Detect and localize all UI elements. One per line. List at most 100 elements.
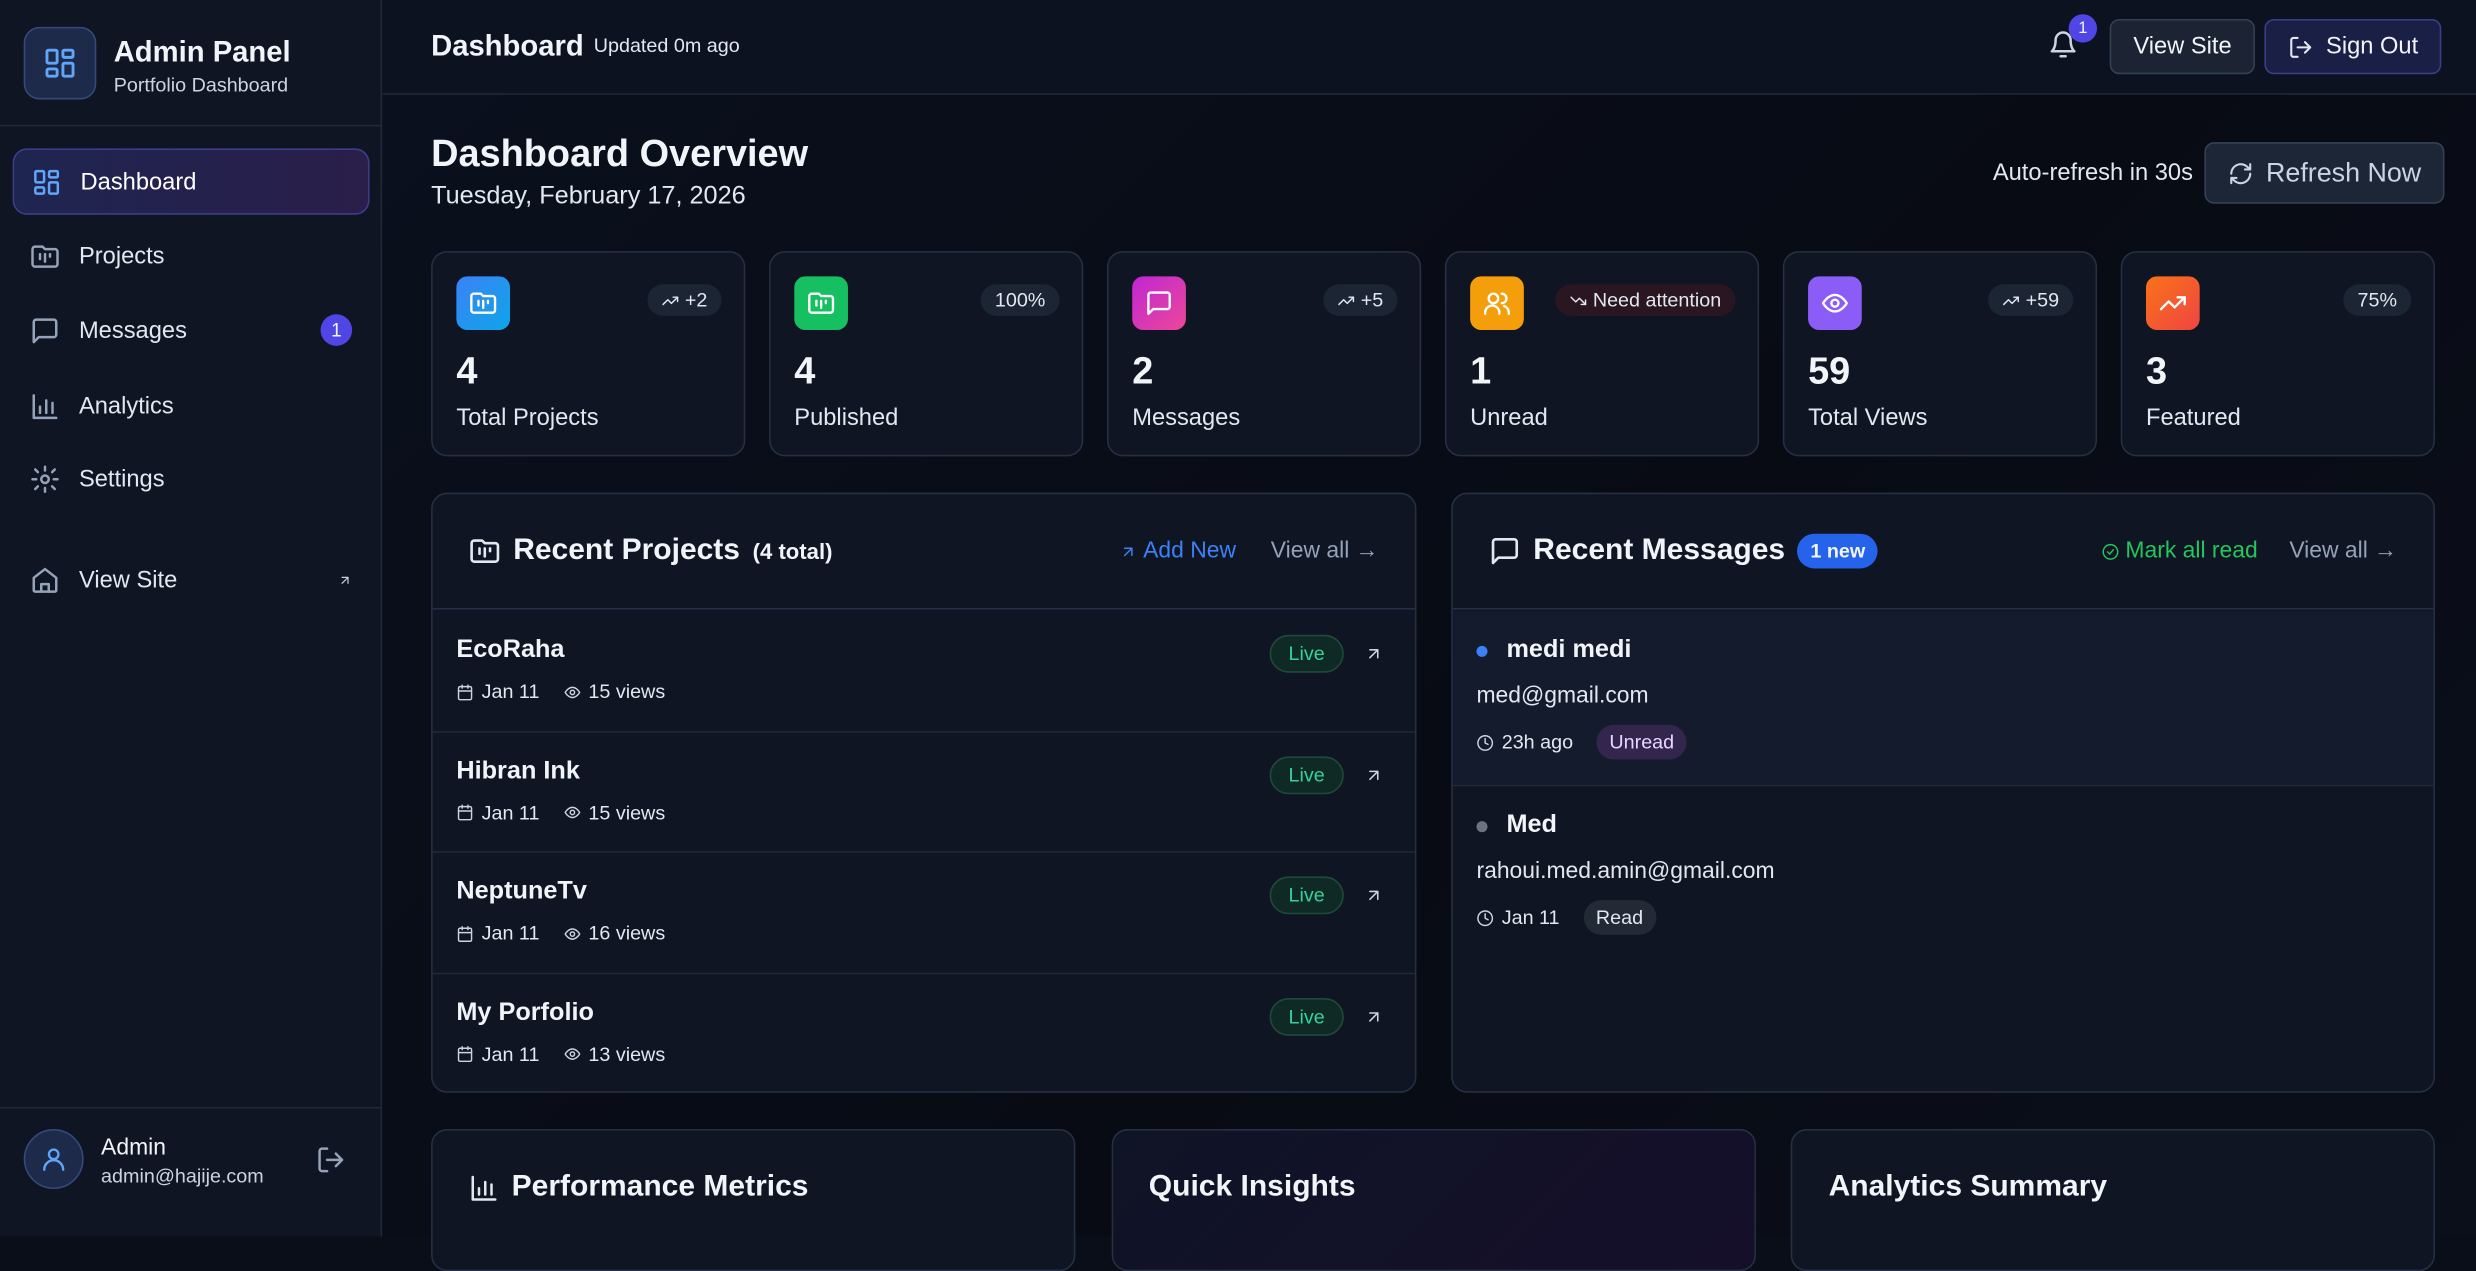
icon-part <box>457 685 473 700</box>
icon <box>661 291 678 308</box>
button-label: Refresh Now <box>2266 157 2422 188</box>
icon-part <box>341 575 349 584</box>
icon-part <box>47 169 60 178</box>
icon-part <box>563 1048 580 1061</box>
icon <box>1483 289 1511 317</box>
badge-text: +59 <box>2025 288 2060 312</box>
icon-part <box>1369 649 1379 659</box>
link-text: Add New <box>1143 538 1237 564</box>
icon-part <box>2050 31 2076 58</box>
icon-part <box>2290 36 2312 58</box>
ov-date-wrap: Tuesday, February 17, 2026 <box>431 183 746 211</box>
overview-title: Dashboard Overview <box>431 132 809 176</box>
project-date: Jan 11 <box>481 801 540 824</box>
user-name: Admin <box>101 1135 166 1161</box>
message-row[interactable]: Med rahoui.med.amin@gmail.com Jan 11 Read <box>1453 786 2434 961</box>
project-meta: Jan 11 15 views <box>456 681 665 703</box>
sign-out-button[interactable]: Sign Out <box>2264 18 2442 75</box>
open-link[interactable] <box>1364 1006 1383 1025</box>
icon-part <box>1369 1011 1379 1022</box>
view-site-button[interactable]: View Site <box>2109 18 2256 75</box>
icon-part <box>1477 909 1494 926</box>
logout-button[interactable] <box>316 1145 348 1177</box>
icon <box>2002 291 2019 308</box>
icon-part <box>2050 31 2076 58</box>
card-title: Performance Metrics <box>511 1170 809 1204</box>
stat-label: Total Views <box>1808 404 1928 432</box>
icon <box>39 1145 67 1173</box>
nav-item[interactable]: View Site <box>13 546 370 612</box>
stat-label: Unread <box>1470 404 1548 432</box>
stat-icon <box>456 276 511 331</box>
icon-part <box>32 393 58 419</box>
badge-text: Need attention <box>1592 288 1722 312</box>
icon-part <box>563 806 580 819</box>
project-row: Hibran Ink Jan 11 15 views Live <box>432 732 1415 854</box>
header: Dashboard Updated 0m ago 1 View Site Sign Ou… <box>382 0 2476 95</box>
nav-item[interactable]: Settings <box>13 445 370 511</box>
icon-part <box>457 1048 473 1063</box>
view-all-link[interactable]: View all → <box>2289 538 2398 564</box>
auto-wrap: Auto-refresh in 30s <box>1993 159 2193 186</box>
card-title: Analytics Summary <box>1828 1170 2108 1204</box>
icon-part <box>1830 298 1840 308</box>
stat-card: +5 2 Messages <box>1106 251 1422 457</box>
message-meta: Jan 11 Read <box>1476 900 1656 935</box>
view-all-link[interactable]: View all → <box>1270 538 1379 564</box>
project-name: Hibran Ink <box>456 757 580 785</box>
stat-value: 2 <box>1132 350 1154 394</box>
name-wrap: medi medi <box>1506 636 1631 664</box>
nav-item[interactable]: Dashboard <box>12 148 370 215</box>
icon <box>456 804 473 821</box>
icon-part <box>1369 890 1379 901</box>
badge-text: +2 <box>684 288 708 312</box>
icon-part <box>457 683 473 700</box>
icon-part <box>32 317 58 343</box>
icon-part <box>45 48 59 65</box>
icon-part <box>32 567 58 593</box>
open-link[interactable] <box>1364 764 1383 783</box>
icon-part <box>808 292 835 314</box>
icon <box>1364 644 1383 663</box>
card-header: Analytics Summary <box>1829 1170 2107 1205</box>
updated-wrap: Updated 0m ago <box>594 35 740 57</box>
icon-part <box>1123 546 1133 556</box>
icon-part <box>1821 293 1848 313</box>
icon-part <box>43 1159 65 1171</box>
icon-part <box>34 169 46 183</box>
refresh-button[interactable]: Refresh Now <box>2204 142 2445 204</box>
icon-part <box>2102 543 2119 560</box>
icon-part <box>32 317 58 343</box>
icon-part <box>2002 295 2019 305</box>
icon-part <box>1477 909 1494 926</box>
title-wrap: Quick Insights <box>1149 1170 1356 1205</box>
add-new-link[interactable]: Add New <box>1119 538 1237 564</box>
icon-part <box>661 295 678 305</box>
header-title: Dashboard <box>431 28 584 62</box>
icon <box>2228 160 2253 185</box>
icon-part <box>1147 291 1171 316</box>
badge-text: 100% <box>994 288 1046 312</box>
nav-item[interactable]: Projects <box>13 223 370 289</box>
project-status: Live <box>1288 1005 1325 1028</box>
icon-part <box>1477 734 1494 751</box>
open-link[interactable] <box>1364 643 1383 662</box>
icon-part <box>477 299 490 310</box>
notifications[interactable] <box>2048 30 2083 65</box>
icon-part <box>318 1147 344 1173</box>
icon-part <box>457 1046 473 1054</box>
icon-part <box>2230 162 2252 184</box>
name-wrap: NeptuneTv <box>456 878 587 906</box>
icon-part <box>1484 737 1489 745</box>
nav-item[interactable]: Messages 1 <box>13 297 370 363</box>
meta-wrap: 23h ago Unread <box>1476 724 1687 760</box>
mark-read-link[interactable]: Mark all read <box>2102 538 2258 564</box>
stat-icon <box>1808 276 1862 331</box>
icon-part <box>38 252 52 263</box>
user-email-wrap: admin@hajije.com <box>101 1165 264 1187</box>
nav-item[interactable]: Analytics <box>13 373 370 439</box>
stat-value-wrap: 4 <box>794 351 815 395</box>
message-row[interactable]: medi medi med@gmail.com 23h ago Unread <box>1452 611 2434 787</box>
open-link[interactable] <box>1364 885 1383 904</box>
